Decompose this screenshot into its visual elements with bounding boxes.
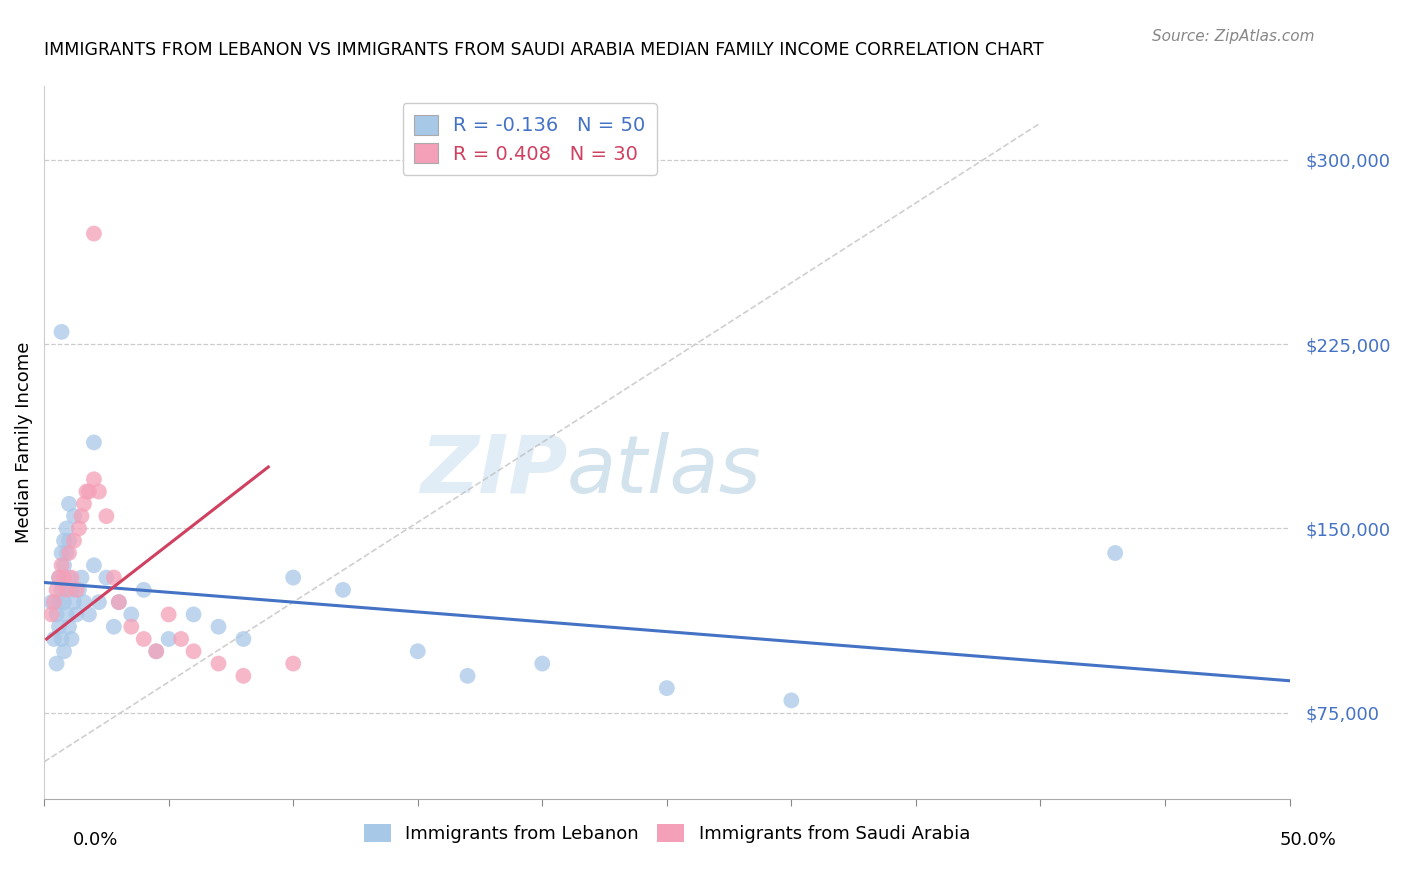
- Point: [283, 657, 305, 671]
- Point: [53, 644, 76, 658]
- Point: [45, 582, 67, 597]
- Point: [53, 533, 76, 548]
- Point: [207, 657, 229, 671]
- Point: [63, 533, 86, 548]
- Point: [132, 632, 155, 646]
- Point: [103, 570, 125, 584]
- Point: [120, 607, 142, 622]
- Point: [51, 632, 73, 646]
- Point: [157, 607, 180, 622]
- Point: [108, 595, 131, 609]
- Point: [45, 607, 67, 622]
- Point: [207, 620, 229, 634]
- Point: [53, 570, 76, 584]
- Point: [77, 484, 100, 499]
- Point: [157, 632, 180, 646]
- Point: [48, 620, 70, 634]
- Point: [48, 570, 70, 584]
- Point: [87, 595, 110, 609]
- Point: [83, 435, 105, 450]
- Point: [83, 558, 105, 573]
- Point: [55, 546, 77, 560]
- Point: [53, 595, 76, 609]
- Point: [42, 632, 65, 646]
- Point: [51, 558, 73, 573]
- Point: [60, 632, 83, 646]
- Text: IMMIGRANTS FROM LEBANON VS IMMIGRANTS FROM SAUDI ARABIA MEDIAN FAMILY INCOME COR: IMMIGRANTS FROM LEBANON VS IMMIGRANTS FR…: [44, 41, 1043, 59]
- Point: [75, 484, 97, 499]
- Point: [655, 681, 678, 695]
- Point: [55, 607, 77, 622]
- Point: [1104, 546, 1126, 560]
- Point: [60, 570, 83, 584]
- Point: [73, 595, 96, 609]
- Point: [58, 497, 80, 511]
- Text: Source: ZipAtlas.com: Source: ZipAtlas.com: [1152, 29, 1315, 44]
- Point: [58, 570, 80, 584]
- Point: [96, 570, 118, 584]
- Point: [108, 595, 131, 609]
- Point: [51, 546, 73, 560]
- Point: [232, 669, 254, 683]
- Point: [48, 595, 70, 609]
- Point: [406, 644, 429, 658]
- Point: [58, 546, 80, 560]
- Point: [58, 620, 80, 634]
- Point: [183, 644, 205, 658]
- Text: atlas: atlas: [567, 432, 762, 510]
- Point: [53, 558, 76, 573]
- Point: [70, 570, 93, 584]
- Point: [48, 570, 70, 584]
- Point: [780, 693, 803, 707]
- Point: [120, 620, 142, 634]
- Point: [232, 632, 254, 646]
- Point: [51, 325, 73, 339]
- Point: [45, 657, 67, 671]
- Point: [332, 582, 354, 597]
- Point: [170, 632, 193, 646]
- Point: [77, 607, 100, 622]
- Point: [531, 657, 554, 671]
- Point: [67, 521, 90, 535]
- Point: [65, 582, 87, 597]
- Point: [60, 582, 83, 597]
- Point: [67, 582, 90, 597]
- Point: [55, 521, 77, 535]
- Point: [63, 509, 86, 524]
- Point: [63, 595, 86, 609]
- Point: [183, 607, 205, 622]
- Point: [55, 582, 77, 597]
- Point: [41, 607, 63, 622]
- Point: [457, 669, 479, 683]
- Point: [58, 533, 80, 548]
- Y-axis label: Median Family Income: Median Family Income: [15, 342, 32, 543]
- Point: [145, 644, 167, 658]
- Text: 0.0%: 0.0%: [73, 831, 118, 849]
- Point: [70, 509, 93, 524]
- Point: [103, 620, 125, 634]
- Legend: R = -0.136   N = 50, R = 0.408   N = 30: R = -0.136 N = 50, R = 0.408 N = 30: [402, 103, 657, 175]
- Point: [96, 509, 118, 524]
- Text: ZIP: ZIP: [420, 432, 567, 510]
- Point: [65, 607, 87, 622]
- Point: [87, 484, 110, 499]
- Point: [83, 472, 105, 486]
- Point: [132, 582, 155, 597]
- Point: [41, 595, 63, 609]
- Point: [283, 570, 305, 584]
- Point: [73, 497, 96, 511]
- Point: [83, 227, 105, 241]
- Point: [42, 595, 65, 609]
- Text: 50.0%: 50.0%: [1279, 831, 1336, 849]
- Point: [51, 582, 73, 597]
- Point: [145, 644, 167, 658]
